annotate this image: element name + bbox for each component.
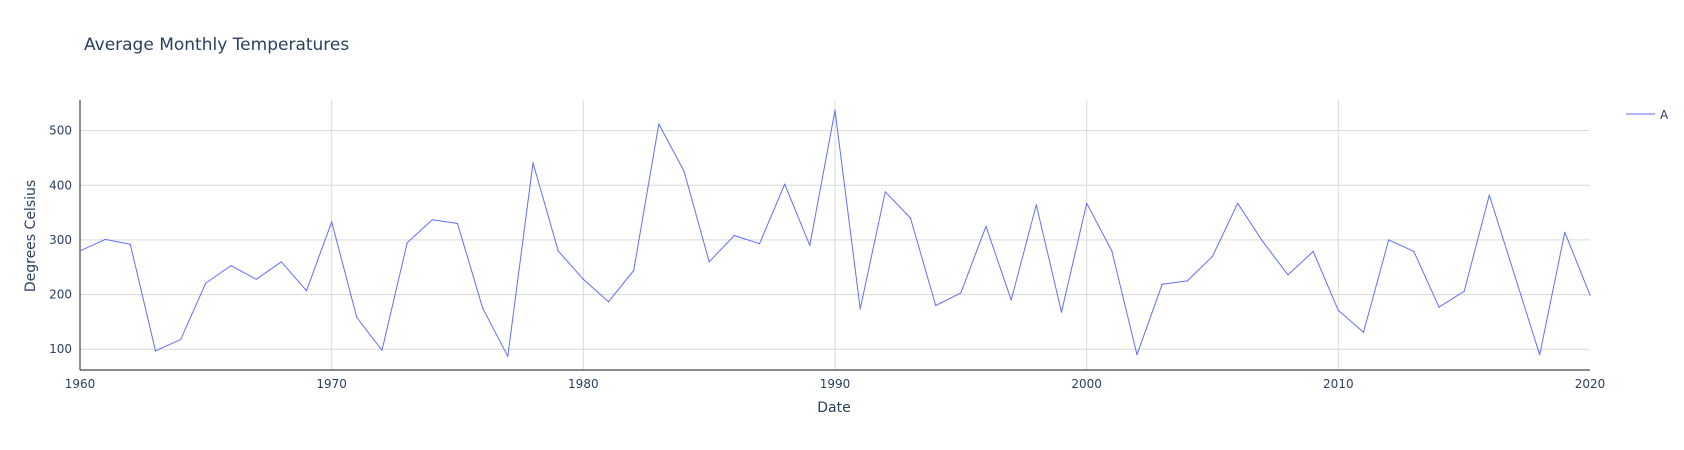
data-point: [935, 304, 937, 307]
data-point: [758, 243, 761, 245]
data-point: [205, 282, 207, 284]
data-point: [582, 278, 584, 280]
legend[interactable]: A: [1626, 108, 1669, 122]
data-point: [456, 222, 459, 225]
data-point: [658, 123, 660, 125]
data-point: [532, 162, 534, 164]
data-point: [1161, 283, 1163, 285]
data-point: [1463, 290, 1465, 292]
data-point: [1010, 299, 1012, 301]
data-point: [280, 261, 282, 263]
chart-title: Average Monthly Temperatures: [84, 35, 349, 55]
data-point: [1539, 354, 1541, 356]
x-tick-label: 1960: [65, 377, 96, 391]
data-point: [1362, 331, 1365, 333]
legend-label-A: A: [1660, 108, 1669, 122]
data-point: [1564, 231, 1566, 233]
data-point: [809, 244, 811, 246]
data-point: [1513, 274, 1516, 276]
y-tick-label: 100: [49, 342, 72, 356]
data-point: [381, 349, 383, 351]
data-point: [1287, 274, 1289, 276]
data-point: [683, 170, 685, 172]
data-point: [1413, 250, 1415, 252]
x-tick-labels: 1960 1970 1980 1990 2000 2010 2020: [65, 377, 1606, 391]
data-point: [1438, 306, 1440, 308]
data-point: [104, 238, 106, 240]
data-point: [1186, 280, 1188, 282]
y-tick-labels: 100 200 300 400 500: [49, 124, 72, 357]
data-point: [154, 350, 157, 352]
data-point: [784, 183, 786, 185]
data-point: [557, 250, 559, 252]
data-point: [1262, 241, 1264, 243]
y-tick-label: 400: [49, 178, 72, 192]
data-point: [482, 307, 484, 309]
data-point: [884, 191, 886, 193]
data-point: [1388, 239, 1390, 241]
y-tick-label: 200: [49, 288, 72, 302]
x-tick-label: 1980: [568, 377, 599, 391]
x-tick-label: 2010: [1323, 377, 1354, 391]
data-point: [960, 292, 962, 294]
x-tick-label: 2020: [1575, 377, 1606, 391]
data-point: [431, 219, 433, 221]
data-point: [255, 278, 257, 280]
data-point: [607, 301, 610, 303]
data-point: [129, 243, 131, 245]
data-point: [834, 109, 836, 111]
data-point: [305, 290, 308, 292]
data-point: [633, 269, 635, 272]
data-point: [1136, 354, 1138, 356]
x-axis-title: Date: [817, 400, 850, 416]
data-point: [1312, 250, 1314, 252]
data-point: [1060, 311, 1063, 313]
data-point: [406, 242, 408, 244]
data-point: [1211, 255, 1214, 257]
data-point: [708, 261, 710, 263]
data-point: [909, 217, 912, 219]
y-axis-title: Degrees Celsius: [23, 180, 39, 292]
gridlines: [80, 100, 1590, 370]
data-point: [331, 221, 333, 223]
data-point: [859, 308, 861, 310]
y-tick-label: 500: [49, 124, 72, 138]
data-point: [733, 234, 735, 237]
data-point: [356, 316, 358, 319]
x-tick-label: 1970: [316, 377, 347, 391]
data-point: [1589, 294, 1591, 296]
axes: [79, 100, 1590, 371]
data-point: [507, 355, 509, 357]
y-tick-label: 300: [49, 233, 72, 247]
x-tick-label: 1990: [820, 377, 851, 391]
data-point: [985, 225, 987, 227]
data-point: [79, 250, 81, 252]
data-point: [1111, 250, 1113, 252]
data-point: [1035, 204, 1037, 206]
data-point: [180, 338, 182, 340]
x-tick-label: 2000: [1071, 377, 1102, 391]
data-point: [1488, 194, 1490, 196]
series-group: [79, 109, 1591, 357]
data-point: [1337, 309, 1339, 311]
data-point: [1086, 202, 1088, 204]
data-point: [230, 265, 232, 267]
data-point: [1237, 202, 1239, 204]
